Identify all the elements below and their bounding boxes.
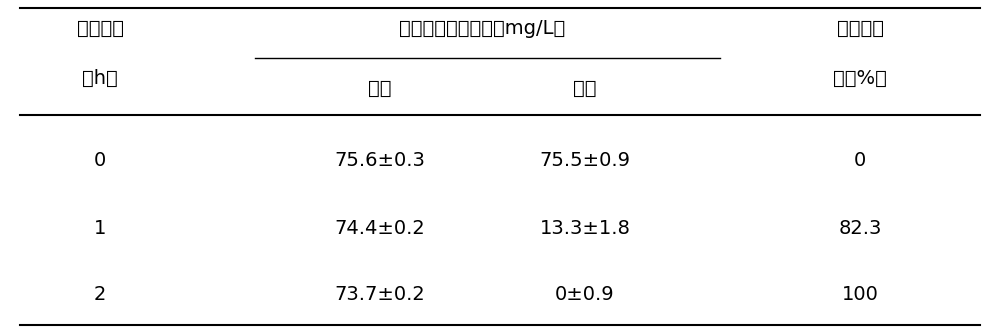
Text: 0: 0	[854, 152, 866, 170]
Text: 13.3±1.8: 13.3±1.8	[540, 218, 630, 237]
Text: （h）: （h）	[82, 69, 118, 88]
Text: 平均降解: 平均降解	[836, 19, 884, 38]
Text: 82.3: 82.3	[838, 218, 882, 237]
Text: 100: 100	[842, 285, 878, 304]
Text: 青霉素的残留浓度（mg/L）: 青霉素的残留浓度（mg/L）	[399, 19, 566, 38]
Text: 0±0.9: 0±0.9	[555, 285, 615, 304]
Text: 74.4±0.2: 74.4±0.2	[335, 218, 425, 237]
Text: 2: 2	[94, 285, 106, 304]
Text: 73.7±0.2: 73.7±0.2	[335, 285, 425, 304]
Text: 对照: 对照	[368, 79, 392, 98]
Text: 1: 1	[94, 218, 106, 237]
Text: 75.5±0.9: 75.5±0.9	[540, 152, 631, 170]
Text: 75.6±0.3: 75.6±0.3	[335, 152, 425, 170]
Text: 处理: 处理	[573, 79, 597, 98]
Text: 0: 0	[94, 152, 106, 170]
Text: 降解时间: 降解时间	[76, 19, 124, 38]
Text: 率（%）: 率（%）	[833, 69, 887, 88]
